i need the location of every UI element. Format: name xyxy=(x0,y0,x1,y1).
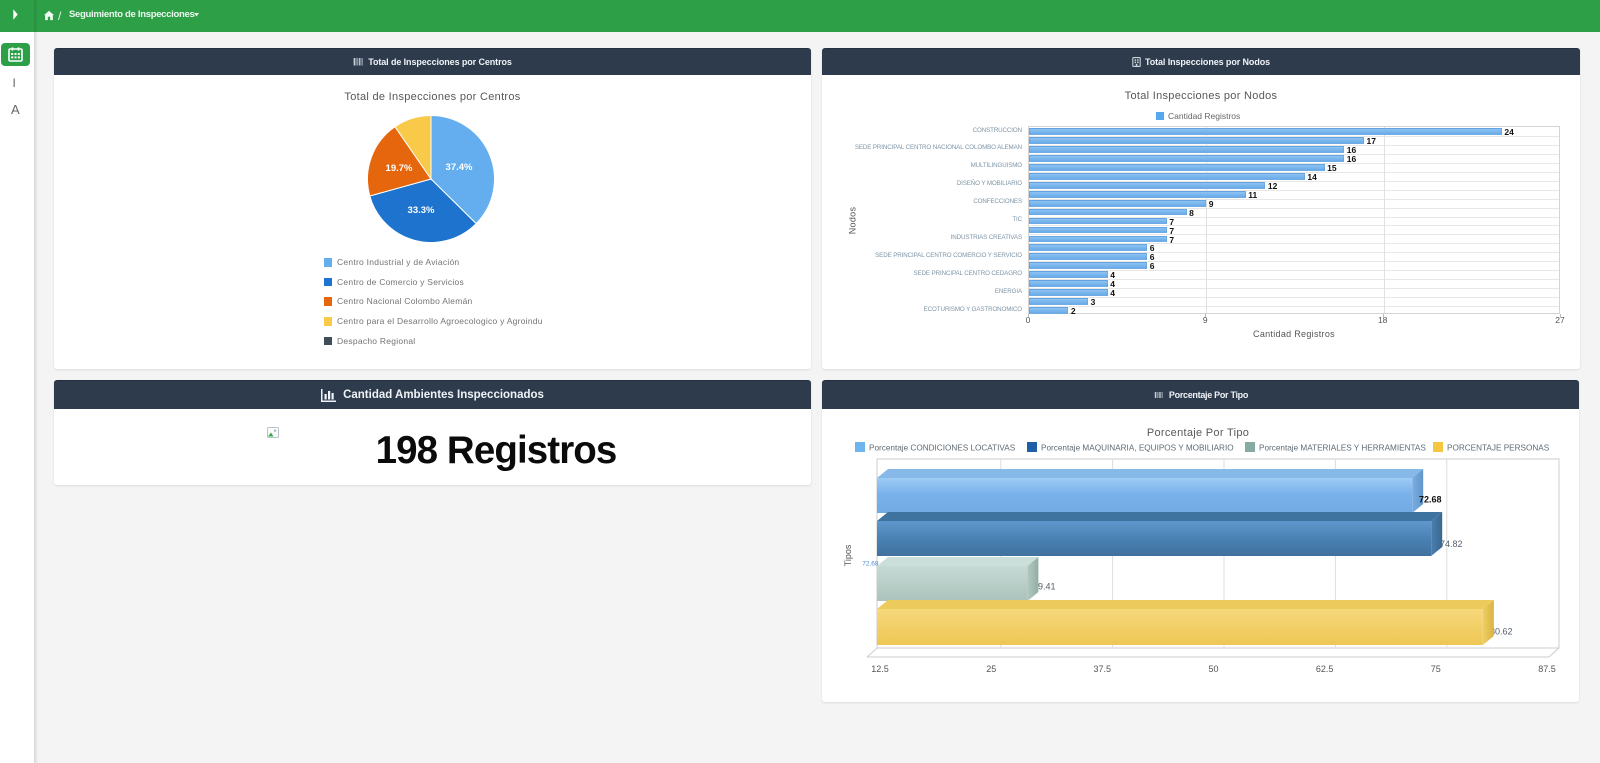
svg-text:25: 25 xyxy=(986,664,996,674)
svg-text:Porcentaje MAQUINARIA, EQUIPOS: Porcentaje MAQUINARIA, EQUIPOS Y MOBILIA… xyxy=(1041,444,1234,453)
svg-text:75: 75 xyxy=(1431,664,1441,674)
svg-text:Tipos: Tipos xyxy=(843,544,853,566)
svg-text:37.5: 37.5 xyxy=(1094,664,1112,674)
svg-text:62.5: 62.5 xyxy=(1316,664,1334,674)
svg-text:Porcentaje Por Tipo: Porcentaje Por Tipo xyxy=(1147,427,1249,439)
svg-text:74.82: 74.82 xyxy=(1440,539,1463,549)
svg-text:12.5: 12.5 xyxy=(871,664,889,674)
svg-text:72.68: 72.68 xyxy=(862,561,879,568)
svg-text:Porcentaje MATERIALES Y HERRAM: Porcentaje MATERIALES Y HERRAMIENTAS xyxy=(1259,444,1426,453)
svg-text:87.5: 87.5 xyxy=(1538,664,1556,674)
svg-text:50: 50 xyxy=(1208,664,1218,674)
svg-text:Porcentaje CONDICIONES LOCATIV: Porcentaje CONDICIONES LOCATIVAS xyxy=(869,444,1016,453)
svg-text:PORCENTAJE PERSONAS: PORCENTAJE PERSONAS xyxy=(1447,444,1550,453)
svg-text:72.68: 72.68 xyxy=(1419,495,1442,505)
svg-text:80.62: 80.62 xyxy=(1490,627,1513,637)
svg-text:29.41: 29.41 xyxy=(1033,582,1056,592)
